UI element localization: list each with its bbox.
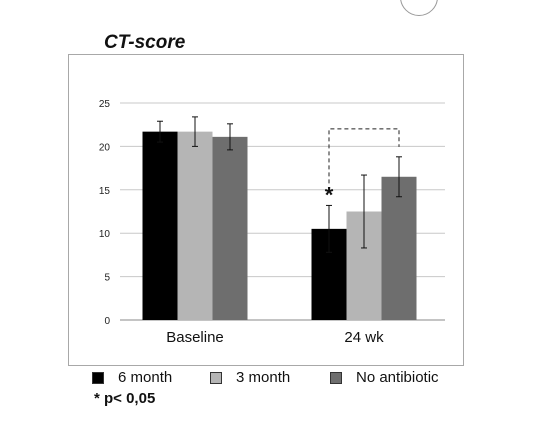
x-category-label: Baseline xyxy=(166,329,224,346)
legend-label-no-antibiotic: No antibiotic xyxy=(356,369,439,386)
bar xyxy=(177,131,213,320)
y-tick-label: 25 xyxy=(99,99,111,110)
bar xyxy=(212,136,248,320)
legend-swatch-3-month xyxy=(210,371,222,384)
plot-frame xyxy=(68,54,464,366)
legend-item-no-antibiotic: No antibiotic xyxy=(330,369,439,386)
legend-item-6-month: 6 month xyxy=(92,369,172,386)
significance-footnote: * p< 0,05 xyxy=(94,390,156,407)
legend-item-3-month: 3 month xyxy=(210,369,290,386)
x-category-label: 24 wk xyxy=(344,329,384,346)
significance-bracket xyxy=(328,128,400,184)
legend-label-3-month: 3 month xyxy=(236,369,291,386)
bar-chart: 0 5 10 15 20 25 Baseline 24 wk * xyxy=(99,99,445,346)
y-tick-label: 15 xyxy=(99,186,111,197)
chart-title: CT-score xyxy=(104,32,186,53)
legend-swatch-no-antibiotic xyxy=(330,371,342,384)
y-tick-label: 5 xyxy=(104,273,110,284)
bar xyxy=(381,176,417,320)
y-tick-label: 20 xyxy=(99,142,111,153)
significance-asterisk: * xyxy=(325,182,334,207)
y-tick-label: 10 xyxy=(99,229,111,240)
legend: 6 month 3 month No antibiotic xyxy=(92,369,522,389)
legend-swatch-6-month xyxy=(92,371,104,384)
y-tick-label: 0 xyxy=(104,316,110,327)
bar xyxy=(142,131,178,320)
legend-label-6-month: 6 month xyxy=(118,369,173,386)
